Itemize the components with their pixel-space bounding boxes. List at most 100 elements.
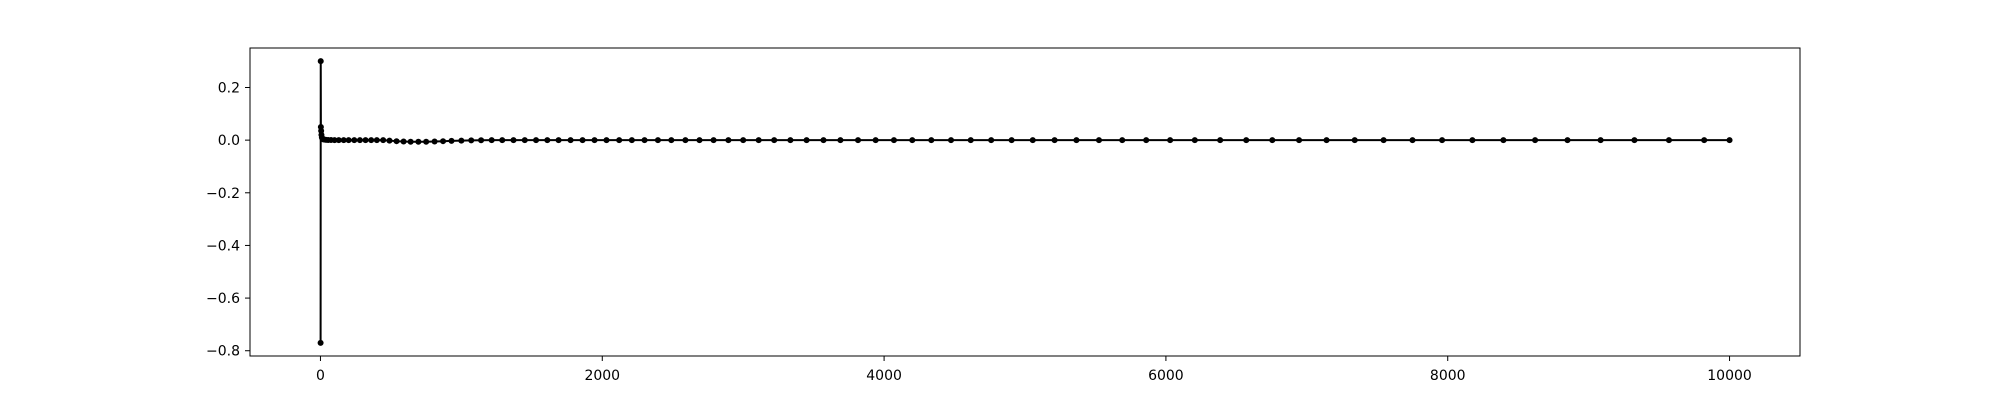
data-point (1119, 137, 1126, 144)
x-tick-label: 8000 (1430, 368, 1466, 384)
data-point (555, 137, 562, 144)
data-point (837, 137, 844, 144)
y-tick-label: −0.2 (206, 186, 240, 202)
data-point (1167, 137, 1174, 144)
y-tick-label: 0.0 (218, 133, 240, 149)
data-point (407, 138, 414, 145)
data-point (948, 137, 955, 144)
data-point (1701, 137, 1708, 144)
data-point (362, 137, 369, 144)
data-point (1323, 137, 1330, 144)
data-point (710, 137, 717, 144)
data-point (345, 137, 352, 144)
data-point (1726, 137, 1733, 144)
data-point (1051, 137, 1058, 144)
x-tick-label: 2000 (584, 368, 620, 384)
data-point (1073, 137, 1080, 144)
data-point (440, 138, 447, 145)
data-point (380, 137, 387, 144)
data-point (533, 137, 540, 144)
data-point (855, 137, 862, 144)
data-point (468, 137, 475, 144)
data-point (1243, 137, 1250, 144)
data-point (1008, 137, 1015, 144)
data-point (654, 137, 661, 144)
data-point (458, 137, 465, 144)
y-tick-label: −0.4 (206, 238, 240, 254)
data-point (521, 137, 528, 144)
data-point (682, 137, 689, 144)
data-point (872, 137, 879, 144)
data-point (603, 137, 610, 144)
data-point (1191, 137, 1198, 144)
plot-area (317, 58, 1733, 346)
data-point (890, 137, 897, 144)
data-point (755, 137, 762, 144)
data-point (393, 138, 400, 145)
data-point (431, 138, 438, 145)
data-point (1597, 137, 1604, 144)
data-point (317, 58, 324, 65)
data-point (478, 137, 485, 144)
data-point (803, 137, 810, 144)
data-point (641, 137, 648, 144)
data-point (488, 137, 495, 144)
data-point (787, 137, 794, 144)
data-point (415, 138, 422, 145)
data-point (356, 137, 363, 144)
data-point (1296, 137, 1303, 144)
data-point (351, 137, 358, 144)
data-point (909, 137, 916, 144)
y-axis: 0.2 0.0 −0.2 −0.4 −0.6 −0.8 (206, 80, 250, 360)
data-point (331, 137, 338, 144)
series-line (319, 60, 1730, 343)
x-tick-label: 6000 (1148, 368, 1184, 384)
data-point (544, 137, 551, 144)
plot-frame (249, 47, 1801, 357)
data-point (317, 339, 324, 346)
data-point (386, 137, 393, 144)
x-tick-label: 0 (316, 368, 325, 384)
data-point (725, 137, 732, 144)
data-point (1095, 137, 1102, 144)
data-point (400, 138, 407, 145)
x-axis: 0 2000 4000 6000 8000 10000 (316, 356, 1752, 384)
data-point (340, 137, 347, 144)
series-points (317, 58, 1733, 346)
data-point (499, 137, 506, 144)
data-point (335, 137, 342, 144)
data-point (591, 137, 598, 144)
data-point (1380, 137, 1387, 144)
data-point (771, 137, 778, 144)
data-point (967, 137, 974, 144)
data-point (1469, 137, 1476, 144)
data-point (1564, 137, 1571, 144)
x-tick-label: 4000 (866, 368, 902, 384)
data-point (1143, 137, 1150, 144)
data-point (423, 138, 430, 145)
data-point (1409, 137, 1416, 144)
data-point (696, 137, 703, 144)
data-point (510, 137, 517, 144)
data-point (668, 137, 675, 144)
data-point (1269, 137, 1276, 144)
data-point (448, 137, 455, 144)
data-point (1500, 137, 1507, 144)
data-point (820, 137, 827, 144)
data-point (373, 137, 380, 144)
data-point (1631, 137, 1638, 144)
data-point (368, 137, 375, 144)
data-point (579, 137, 586, 144)
data-point (988, 137, 995, 144)
data-point (1439, 137, 1446, 144)
x-tick-label: 10000 (1707, 368, 1752, 384)
y-tick-label: −0.8 (206, 344, 240, 360)
data-point (1029, 137, 1036, 144)
data-point (628, 137, 635, 144)
data-point (616, 137, 623, 144)
data-point (1217, 137, 1224, 144)
data-point (740, 137, 747, 144)
y-tick-label: 0.2 (218, 80, 240, 96)
data-point (567, 137, 574, 144)
